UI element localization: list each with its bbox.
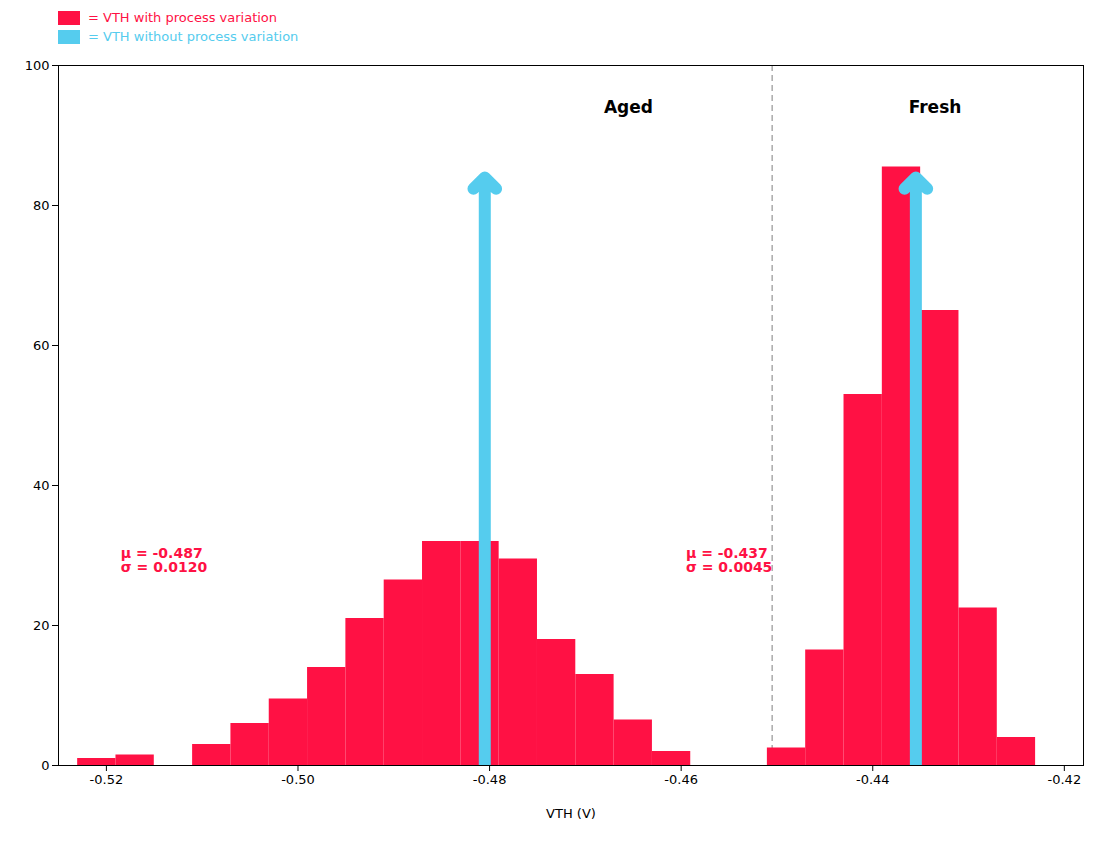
svg-text:μ = -0.487σ = 0.0120: μ = -0.487σ = 0.0120 <box>121 545 208 575</box>
svg-text:Aged: Aged <box>604 97 653 117</box>
html-text:= VTH without process variatio: = VTH without process variation <box>88 29 299 44</box>
svg-text:-0.48: -0.48 <box>473 772 507 787</box>
svg-text:80: 80 <box>33 198 50 213</box>
svg-text:-0.46: -0.46 <box>664 772 698 787</box>
svg-text:60: 60 <box>33 338 50 353</box>
svg-text:Fresh: Fresh <box>909 97 962 117</box>
svg-text:μ = -0.437σ = 0.0045: μ = -0.437σ = 0.0045 <box>686 545 772 575</box>
svg-text:-0.52: -0.52 <box>90 772 124 787</box>
svg-text:-0.44: -0.44 <box>856 772 890 787</box>
svg-text:20: 20 <box>33 618 50 633</box>
svg-text:40: 40 <box>33 478 50 493</box>
html-text:= VTH with process variation: = VTH with process variation <box>88 10 278 25</box>
svg-text:-0.50: -0.50 <box>281 772 315 787</box>
svg-text:0: 0 <box>41 758 49 773</box>
svg-text:VTH (V): VTH (V) <box>546 806 596 821</box>
svg-text:100: 100 <box>25 58 50 73</box>
svg-text:-0.42: -0.42 <box>1048 772 1082 787</box>
